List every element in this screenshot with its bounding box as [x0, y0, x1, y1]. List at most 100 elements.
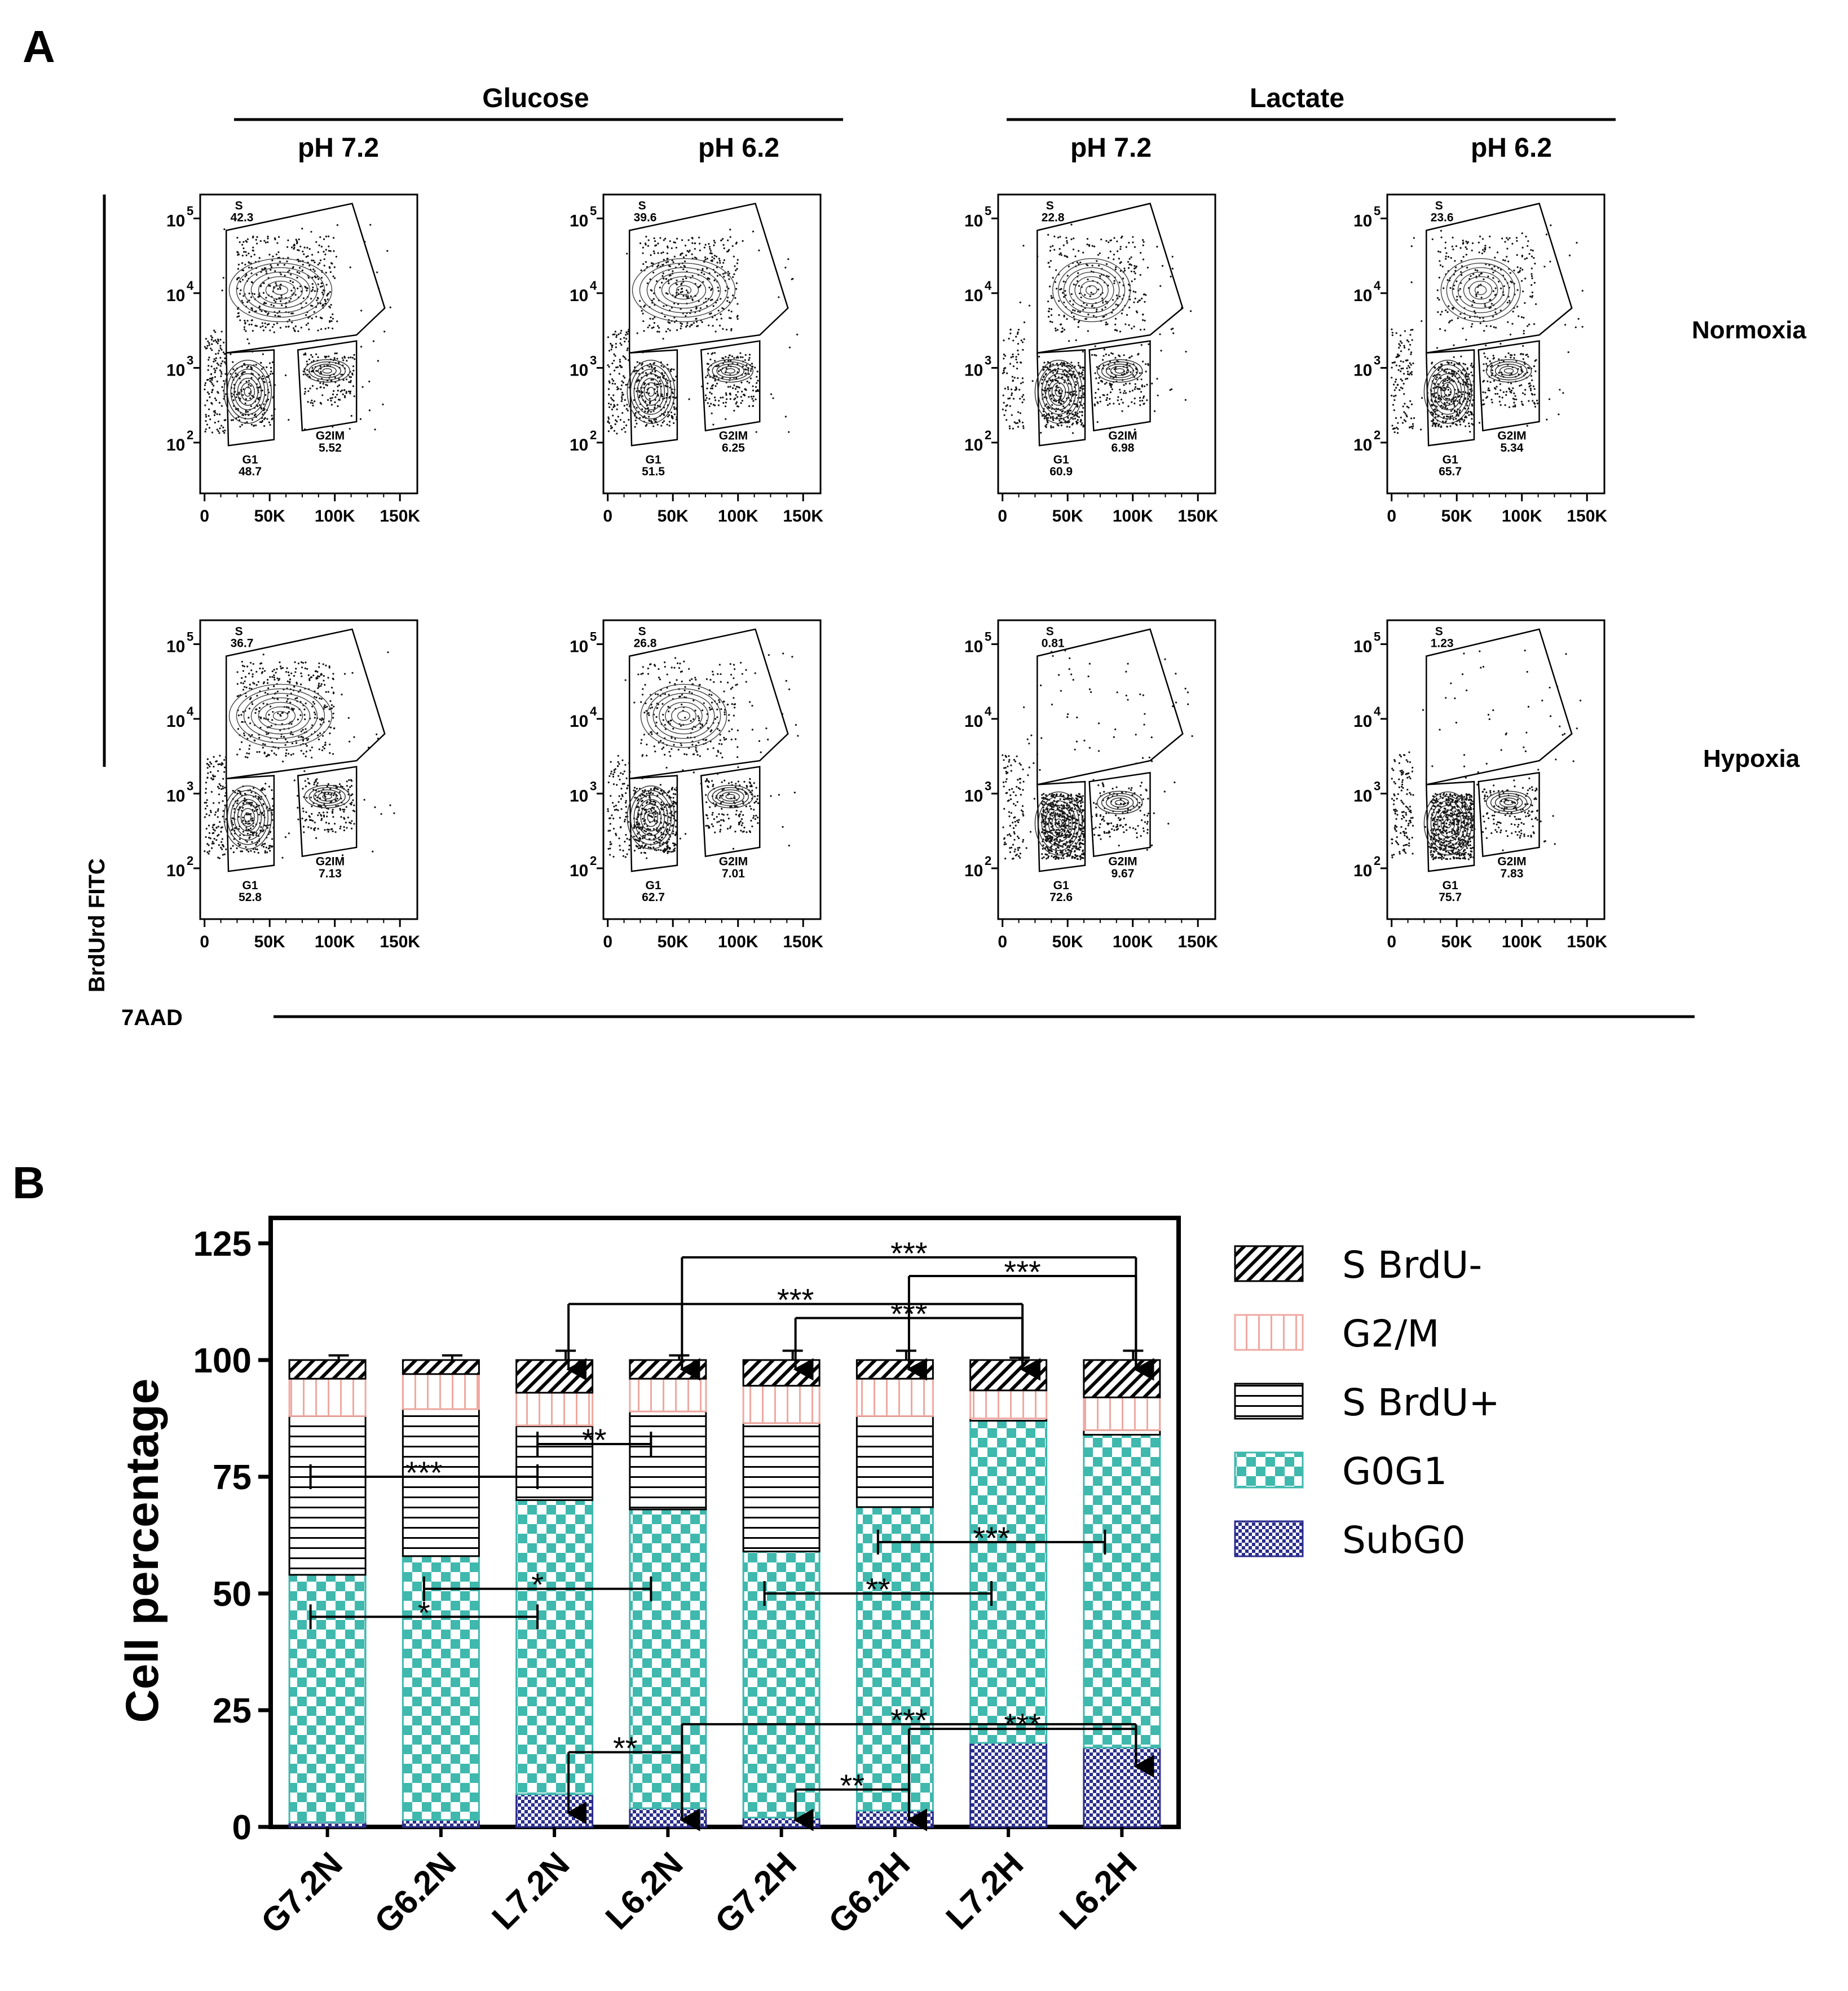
event-dot [1109, 403, 1111, 405]
ph-header-glucose-62: pH 6.2 [698, 133, 779, 163]
event-dot [1052, 245, 1054, 247]
event-dot [273, 669, 275, 671]
event-dot [245, 846, 247, 848]
event-dot [1071, 432, 1074, 434]
event-dot [622, 381, 624, 384]
event-dot [1081, 411, 1083, 413]
s-contour [250, 271, 311, 309]
event-dot [1093, 245, 1096, 248]
event-dot [1412, 329, 1414, 331]
event-dot [1074, 403, 1076, 405]
event-dot [707, 748, 709, 751]
event-dot [667, 293, 669, 295]
event-dot [259, 421, 262, 423]
event-dot [1494, 388, 1497, 390]
event-dot [1444, 329, 1446, 332]
event-dot [1444, 380, 1446, 382]
event-dot [271, 749, 273, 752]
event-dot [667, 379, 669, 382]
event-dot [667, 258, 669, 260]
event-dot [1130, 256, 1132, 258]
event-dot [712, 423, 714, 426]
event-dot [1436, 405, 1438, 408]
event-dot [623, 404, 625, 407]
event-dot [323, 250, 325, 253]
event-dot [335, 786, 337, 788]
event-dot [1534, 303, 1537, 306]
s-contour [1463, 276, 1498, 304]
event-dot [1432, 412, 1434, 414]
event-dot [1448, 394, 1450, 396]
x-tick-label: 100K [718, 933, 758, 951]
event-dot [271, 676, 274, 678]
event-dot [255, 834, 257, 836]
event-dot [676, 283, 678, 286]
event-dot [306, 287, 308, 289]
event-dot [244, 676, 247, 678]
event-dot [250, 281, 253, 283]
event-dot [305, 785, 307, 788]
event-dot [324, 355, 326, 357]
event-dot [1043, 396, 1046, 399]
event-dot [236, 800, 239, 802]
event-dot [694, 242, 696, 245]
event-dot [252, 236, 254, 239]
event-dot [1452, 236, 1454, 239]
event-dot [1468, 399, 1471, 402]
event-dot [1047, 316, 1050, 318]
event-dot [1453, 284, 1456, 286]
event-dot [1436, 297, 1439, 299]
event-dot [621, 366, 623, 368]
event-dot [243, 250, 245, 253]
event-dot [1406, 370, 1409, 373]
event-dot [320, 302, 322, 304]
event-dot [1138, 299, 1140, 302]
event-dot [1133, 271, 1135, 273]
y-tick-exponent: 4 [1374, 279, 1381, 293]
event-dot [1466, 248, 1468, 250]
event-dot [1528, 367, 1531, 369]
event-dot [273, 674, 275, 677]
event-dot [249, 683, 251, 686]
event-dot [680, 322, 682, 324]
event-dot [234, 791, 236, 794]
event-dot [652, 410, 655, 412]
event-dot [211, 847, 213, 849]
y-tick-label: 10 [570, 361, 588, 379]
event-dot [287, 239, 289, 241]
event-dot [206, 799, 208, 801]
event-dot [1105, 382, 1108, 384]
event-dot [266, 733, 268, 735]
event-dot [251, 801, 253, 804]
event-dot [288, 270, 290, 272]
event-dot [1128, 241, 1130, 244]
event-dot [1490, 303, 1493, 305]
event-dot [665, 292, 668, 294]
event-dot [1437, 400, 1440, 403]
event-dot [717, 378, 720, 381]
event-dot [1483, 403, 1485, 405]
event-dot [1516, 266, 1519, 268]
event-dot [757, 389, 759, 391]
event-dot [686, 291, 689, 293]
event-dot [653, 418, 655, 421]
event-dot [736, 396, 739, 398]
event-dot [205, 782, 208, 784]
event-dot [778, 296, 780, 298]
event-dot [217, 825, 220, 828]
event-dot [1142, 319, 1144, 321]
event-dot [351, 780, 353, 782]
event-dot [382, 403, 384, 405]
event-dot [246, 241, 248, 243]
event-dot [255, 684, 258, 686]
s-contour [272, 710, 289, 721]
event-dot [1066, 242, 1069, 244]
event-dot [1102, 355, 1105, 357]
event-dot [317, 805, 320, 807]
g2m-contour [716, 363, 744, 378]
event-dot [311, 367, 314, 369]
event-dot [1564, 324, 1567, 326]
event-dot [714, 399, 717, 401]
event-dot [735, 242, 737, 245]
s-contour [228, 258, 333, 323]
